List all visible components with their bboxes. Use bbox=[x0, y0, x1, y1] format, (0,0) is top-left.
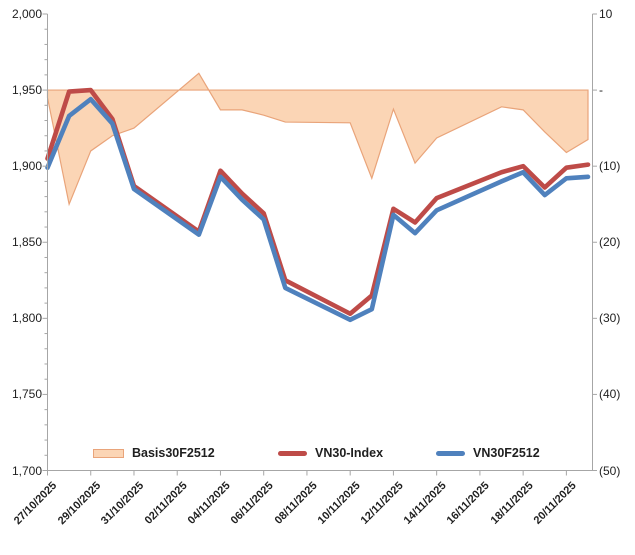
legend-item-basis: Basis30F2512 bbox=[93, 444, 215, 462]
legend-label-vn30f2512: VN30F2512 bbox=[473, 446, 540, 460]
y-right-tick-label: (20) bbox=[599, 235, 621, 250]
y-right-tick-label: - bbox=[599, 83, 603, 98]
y-left-tick-label: 2,000 bbox=[11, 7, 42, 21]
y-right-tick-label: (40) bbox=[599, 387, 621, 402]
y-left-tick-label: 1,800 bbox=[11, 311, 42, 326]
basis-area-swatch bbox=[93, 448, 124, 458]
y-right-tick-label: 10 bbox=[599, 7, 613, 21]
y-right-tick-label: (30) bbox=[599, 311, 621, 326]
basis-area-shape bbox=[46, 72, 589, 207]
y-left-tick-label: 1,750 bbox=[11, 387, 42, 402]
legend-label-basis: Basis30F2512 bbox=[132, 446, 215, 460]
y-left-tick-label: 1,900 bbox=[11, 159, 42, 174]
y-left-tick-label: 1,700 bbox=[11, 463, 42, 478]
y-left-tick-label: 1,850 bbox=[11, 235, 42, 250]
y-right-tick-label: (10) bbox=[599, 159, 621, 174]
vn30f2512-line-swatch bbox=[436, 450, 465, 456]
legend-label-vn30-index: VN30-Index bbox=[315, 446, 384, 460]
y-right-tick-label: (50) bbox=[599, 463, 621, 478]
vn30f2512-line bbox=[45, 96, 591, 323]
legend-item-vn30-index: VN30-Index bbox=[278, 444, 383, 462]
vn30-index-line-swatch bbox=[278, 450, 307, 456]
legend-item-vn30f2512: VN30F2512 bbox=[436, 444, 540, 462]
y-left-tick-label: 1,950 bbox=[11, 83, 42, 98]
